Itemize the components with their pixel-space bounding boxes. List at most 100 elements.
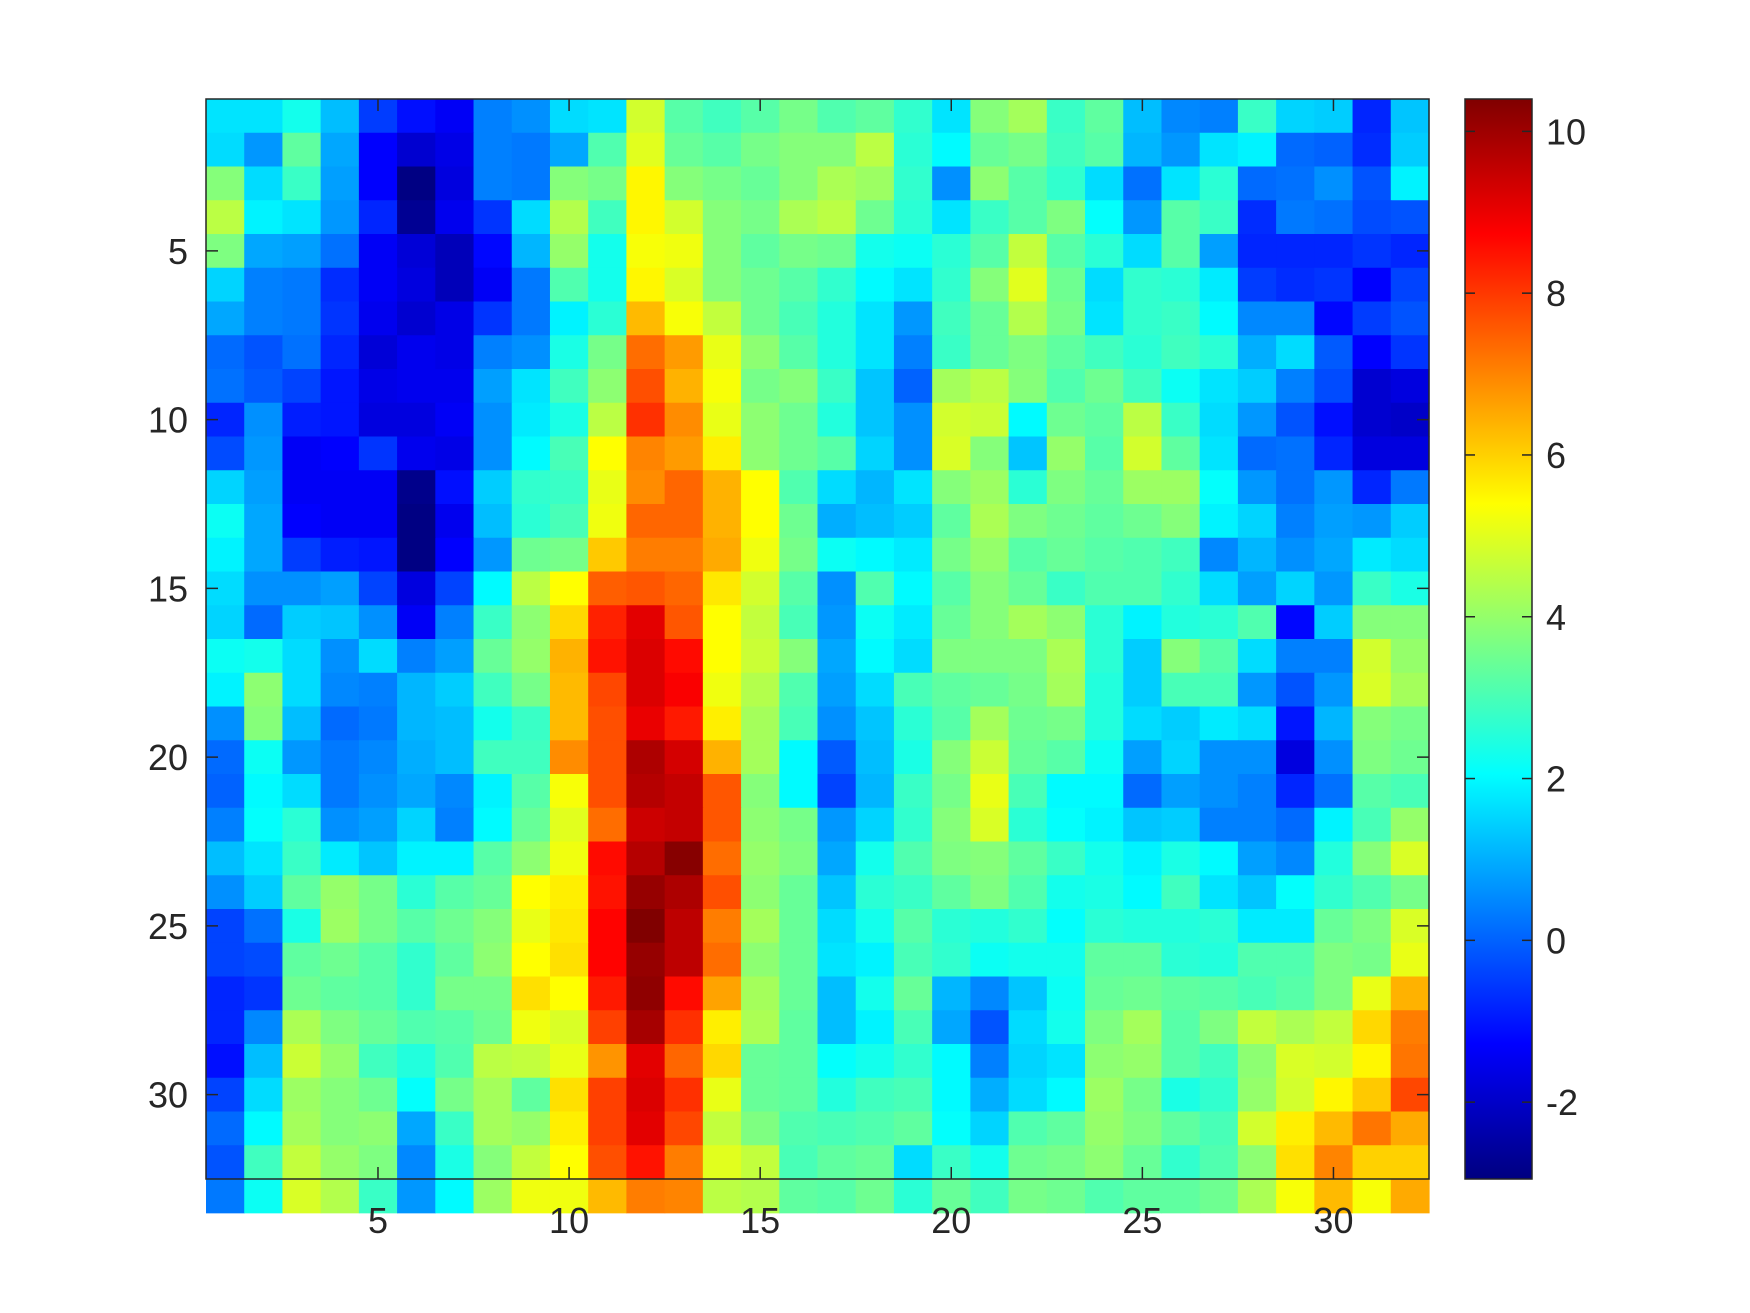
heatmap-cell [1046,335,1086,370]
heatmap-cell [893,841,933,876]
heatmap-cell [282,807,322,843]
heatmap-cell [893,267,933,303]
heatmap-cell [1314,537,1354,573]
heatmap-cell [397,639,436,674]
heatmap-cell [855,132,895,168]
heatmap-cell [282,774,322,809]
heatmap-cell [1199,1077,1239,1113]
heatmap-cell [206,200,245,235]
heatmap-cell [702,740,742,775]
heatmap-cell [473,774,513,809]
heatmap-cell [1390,301,1430,336]
heatmap-cell [1276,706,1315,741]
heatmap-cell [1008,605,1048,640]
heatmap-cell [511,1179,551,1214]
heatmap-cell [893,369,933,404]
heatmap-cell [1199,1010,1239,1045]
heatmap-cell [1314,132,1354,168]
heatmap-cell [779,402,819,438]
heatmap-cell [397,267,436,303]
heatmap-cell [1046,1044,1086,1079]
heatmap-cell [206,504,245,539]
heatmap-cell [549,942,589,978]
heatmap-cell [1199,200,1239,235]
heatmap-cell [473,571,513,606]
heatmap-cell [1046,402,1086,438]
heatmap-cell [1199,1044,1239,1079]
heatmap-cell [549,335,589,370]
heatmap-cell [1352,672,1392,708]
heatmap-cell [932,537,971,573]
heatmap-cell [1161,402,1201,438]
heatmap-cell [206,807,245,843]
heatmap-cell [1237,976,1277,1011]
heatmap-cell [1161,1077,1201,1113]
heatmap-cell [320,132,360,168]
heatmap-cell [1199,1179,1239,1214]
heatmap-cell [1314,234,1354,269]
heatmap-cell [435,1111,475,1146]
heatmap-cell [473,740,513,775]
heatmap-cell [702,976,742,1011]
heatmap-cell [1237,369,1277,404]
heatmap-cell [1008,537,1048,573]
heatmap-cell [549,132,589,168]
heatmap-cell [435,234,475,269]
heatmap-cell [970,335,1010,370]
heatmap-cell [282,639,322,674]
heatmap-cell [970,1179,1010,1214]
heatmap-cell [1390,132,1430,168]
heatmap-cell [741,740,780,775]
heatmap-cell [626,1077,666,1113]
heatmap-cell [626,942,666,978]
heatmap-cell [893,436,933,471]
heatmap-cell [358,1077,398,1113]
heatmap-cell [626,166,666,201]
heatmap-cell [893,976,933,1011]
heatmap-cell [588,436,628,471]
heatmap-cell [1046,807,1086,843]
heatmap-cell [1314,672,1354,708]
heatmap-cell [206,1179,245,1214]
heatmap-cell [970,132,1010,168]
heatmap-cell [970,1044,1010,1079]
heatmap-cell [1123,605,1163,640]
heatmap-cell [779,1010,819,1045]
heatmap-cell [320,1111,360,1146]
heatmap-cell [320,909,360,944]
heatmap-cell [1237,605,1277,640]
heatmap-cell [932,942,971,978]
heatmap-cell [893,335,933,370]
heatmap-cell [779,436,819,471]
heatmap-cell [1352,875,1392,910]
heatmap-cell [1237,807,1277,843]
heatmap-cell [282,1179,322,1214]
heatmap-cell [817,166,857,201]
heatmap-cell [435,1145,475,1180]
heatmap-cell [397,369,436,404]
heatmap-cell [588,301,628,336]
heatmap-cell [1199,639,1239,674]
heatmap-cell [435,807,475,843]
heatmap-cell [664,99,704,134]
heatmap-cell [320,99,360,134]
heatmap-cell [1314,504,1354,539]
heatmap-cell [932,1179,971,1214]
heatmap-cell [779,335,819,370]
heatmap-cell [206,470,245,505]
heatmap-cell [1161,976,1201,1011]
heatmap-cell [435,470,475,505]
heatmap-cell [244,1111,284,1146]
heatmap-cell [1008,1010,1048,1045]
heatmap-cell [702,1179,742,1214]
heatmap-cell [1352,234,1392,269]
heatmap-cell [1352,807,1392,843]
heatmap-cell [817,369,857,404]
heatmap-cell [1237,1179,1277,1214]
heatmap-cell [435,875,475,910]
heatmap-cell [664,234,704,269]
heatmap-cell [397,841,436,876]
heatmap-cell [588,774,628,809]
heatmap-cell [741,706,780,741]
heatmap-cell [1314,470,1354,505]
